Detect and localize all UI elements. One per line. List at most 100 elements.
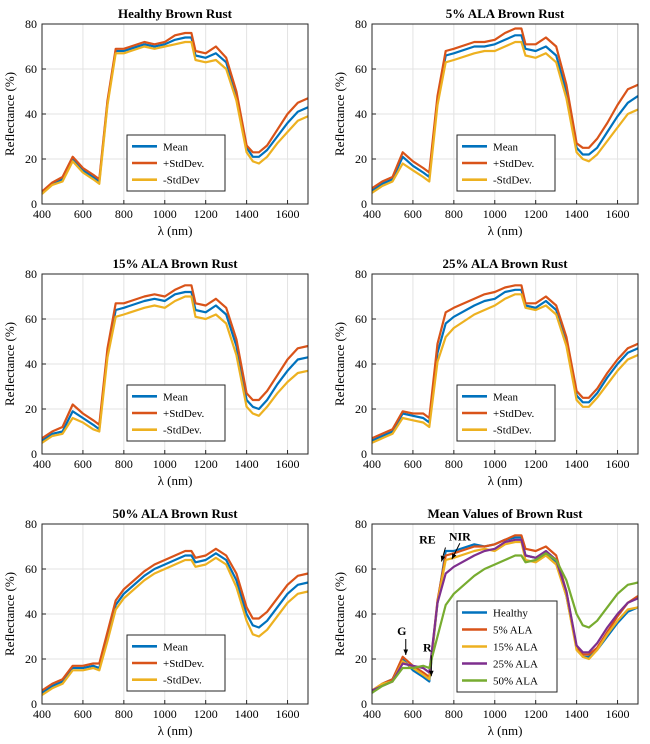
x-tick-label: 1400 <box>235 207 259 221</box>
series-line-3 <box>371 540 639 692</box>
x-tick-label: 1400 <box>565 207 589 221</box>
series-line-1 <box>371 288 639 442</box>
y-tick-label: 80 <box>25 17 37 31</box>
annotation-label: R <box>423 640 432 654</box>
x-tick-label: 600 <box>404 707 422 721</box>
x-tick-label: 1600 <box>276 707 300 721</box>
annotation-label: G <box>397 624 406 638</box>
y-axis-label: Reflectance (%) <box>2 72 17 156</box>
x-tick-label: 1000 <box>483 457 507 471</box>
x-axis-label: λ (nm) <box>158 223 193 238</box>
legend-label: 25% ALA <box>493 659 538 671</box>
series-line-2 <box>371 284 639 440</box>
series-line-5 <box>371 552 639 694</box>
y-tick-label: 80 <box>355 17 367 31</box>
x-tick-label: 600 <box>74 207 92 221</box>
x-tick-label: 1000 <box>483 707 507 721</box>
legend-label: +StdDev. <box>163 658 204 670</box>
y-tick-label: 60 <box>355 312 367 326</box>
chart-title: 50% ALA Brown Rust <box>112 506 238 521</box>
y-tick-label: 40 <box>25 107 37 121</box>
x-tick-label: 400 <box>33 457 51 471</box>
series-line-3 <box>41 556 309 696</box>
series-line-2 <box>41 31 309 193</box>
x-tick-label: 600 <box>74 457 92 471</box>
x-tick-label: 1000 <box>483 207 507 221</box>
x-axis-label: λ (nm) <box>158 723 193 738</box>
legend-label: +StdDev. <box>163 408 204 420</box>
x-tick-label: 400 <box>33 207 51 221</box>
y-tick-label: 0 <box>361 447 367 461</box>
series-line-1 <box>41 552 309 694</box>
y-tick-label: 80 <box>355 267 367 281</box>
annotation-label: RE <box>419 533 436 547</box>
chart-panel-3: 400 600 800 1000 1200 1400 1600 0 20 40 60 80 15% AL… <box>2 256 309 488</box>
legend-label: -StdDev. <box>493 425 532 437</box>
y-tick-label: 20 <box>355 652 367 666</box>
chart-panel-1: 400 600 800 1000 1200 1400 1600 0 20 40 60 80 Health… <box>2 6 309 238</box>
y-tick-label: 20 <box>25 402 37 416</box>
x-tick-label: 800 <box>115 457 133 471</box>
legend: Mean +StdDev. -StdDev <box>126 134 226 192</box>
legend-label: +StdDev. <box>493 408 534 420</box>
legend-label: Mean <box>163 391 189 403</box>
legend-label: 15% ALA <box>493 642 538 654</box>
y-axis-label: Reflectance (%) <box>2 572 17 656</box>
x-tick-label: 600 <box>404 207 422 221</box>
legend-label: Mean <box>163 141 189 153</box>
y-tick-label: 0 <box>31 197 37 211</box>
x-tick-label: 800 <box>445 207 463 221</box>
legend-label: +StdDev. <box>163 158 204 170</box>
annotation-label: NIR <box>449 529 471 543</box>
series-line-3 <box>41 295 309 444</box>
annotation-arrowhead <box>440 555 446 562</box>
y-tick-label: 40 <box>355 607 367 621</box>
x-tick-label: 1600 <box>606 457 630 471</box>
y-tick-label: 40 <box>355 357 367 371</box>
chart-title: 15% ALA Brown Rust <box>112 256 238 271</box>
x-tick-label: 800 <box>115 707 133 721</box>
x-tick-label: 1200 <box>524 457 548 471</box>
legend-label: -StdDev. <box>163 425 202 437</box>
y-tick-label: 60 <box>25 62 37 76</box>
x-tick-label: 600 <box>74 707 92 721</box>
x-tick-label: 1200 <box>524 707 548 721</box>
y-tick-label: 60 <box>355 562 367 576</box>
legend-label: +StdDev. <box>493 158 534 170</box>
series-line-2 <box>41 547 309 692</box>
y-tick-label: 0 <box>31 697 37 711</box>
x-tick-label: 1600 <box>276 457 300 471</box>
y-tick-label: 0 <box>31 447 37 461</box>
series-line-2 <box>371 27 639 190</box>
series-line-1 <box>41 290 309 442</box>
x-tick-label: 800 <box>115 207 133 221</box>
y-tick-label: 20 <box>355 152 367 166</box>
x-tick-label: 1600 <box>606 707 630 721</box>
legend: Healthy 5% ALA 15% ALA 25% ALA 50% ALA <box>456 600 558 693</box>
x-tick-label: 1400 <box>565 457 589 471</box>
x-tick-label: 400 <box>363 707 381 721</box>
x-axis-label: λ (nm) <box>488 473 523 488</box>
x-tick-label: 1000 <box>153 707 177 721</box>
x-axis-label: λ (nm) <box>488 223 523 238</box>
series-line-3 <box>371 40 639 194</box>
legend-label: 5% ALA <box>493 625 532 637</box>
x-tick-label: 600 <box>404 457 422 471</box>
legend-label: Mean <box>493 141 519 153</box>
x-tick-label: 800 <box>445 457 463 471</box>
chart-title: 25% ALA Brown Rust <box>442 256 568 271</box>
series-line-2 <box>41 284 309 440</box>
y-axis-label: Reflectance (%) <box>332 72 347 156</box>
y-tick-label: 0 <box>361 197 367 211</box>
x-tick-label: 1600 <box>276 207 300 221</box>
x-tick-label: 400 <box>363 207 381 221</box>
x-tick-label: 400 <box>33 707 51 721</box>
annotation-arrowhead <box>403 649 409 655</box>
legend-label: Healthy <box>493 608 528 620</box>
x-tick-label: 1200 <box>194 207 218 221</box>
legend-label: -StdDev. <box>163 675 202 687</box>
y-axis-label: Reflectance (%) <box>2 322 17 406</box>
legend: Mean +StdDev. -StdDev. <box>126 384 226 442</box>
y-tick-label: 60 <box>25 562 37 576</box>
